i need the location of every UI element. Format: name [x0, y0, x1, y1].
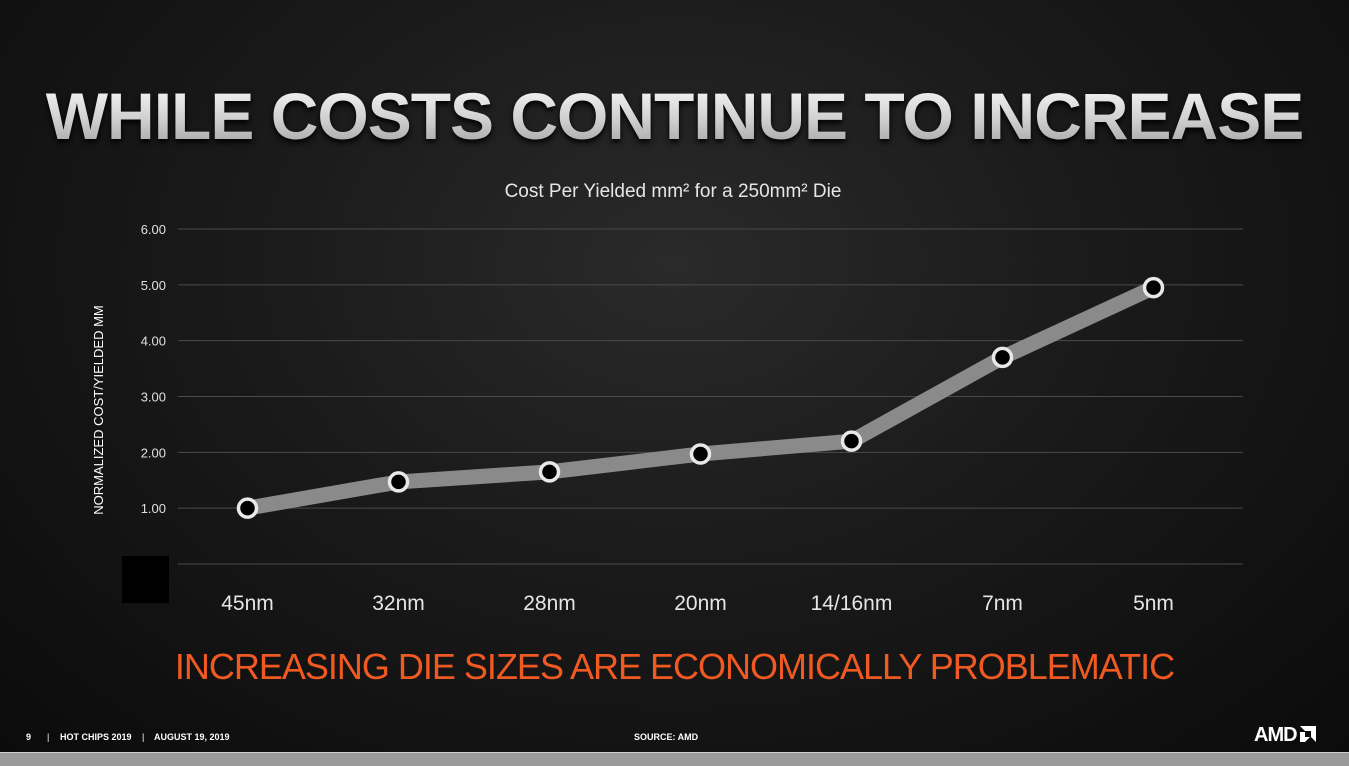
data-point — [387, 471, 410, 493]
footer-source: SOURCE: AMD — [634, 732, 699, 742]
x-tick-label: 28nm — [523, 592, 576, 615]
x-tick-label: 32nm — [372, 592, 425, 615]
x-tick-label: 20nm — [674, 592, 727, 615]
amd-arrow-icon — [1299, 726, 1316, 742]
x-tick-label: 45nm — [221, 592, 274, 615]
footer-separator: | — [47, 732, 50, 742]
legend-swatch — [122, 556, 169, 603]
x-tick-label: 7nm — [982, 592, 1023, 615]
series-line — [246, 280, 1157, 516]
x-tick-label: 5nm — [1133, 592, 1174, 615]
y-axis-label: NORMALIZED COST/YIELDED MM — [91, 305, 106, 514]
y-tick-label: 5.00 — [141, 278, 166, 293]
y-tick-label: 1.00 — [141, 501, 166, 516]
x-tick-label: 14/16nm — [811, 592, 893, 615]
footer-date: AUGUST 19, 2019 — [154, 732, 230, 742]
y-tick-label: 2.00 — [141, 445, 166, 460]
line-chart: Cost Per Yielded mm² for a 250mm² Die NO… — [91, 181, 1243, 615]
amd-logo-text: AMD — [1254, 724, 1298, 746]
y-tick-label: 6.00 — [141, 222, 166, 237]
bottom-bar — [0, 752, 1349, 766]
data-point — [1142, 276, 1165, 299]
footer-separator: | — [142, 732, 145, 742]
amd-logo: AMD — [1254, 724, 1317, 747]
y-tick-label: 4.00 — [141, 334, 166, 349]
y-tick-label: 3.00 — [141, 390, 166, 405]
chart-title: Cost Per Yielded mm² for a 250mm² Die — [505, 181, 842, 202]
data-point — [689, 443, 712, 465]
data-point — [538, 461, 561, 483]
footer-event: HOT CHIPS 2019 — [60, 732, 132, 742]
data-point — [236, 497, 259, 519]
data-point — [840, 430, 863, 452]
data-point — [991, 346, 1014, 369]
slide-subtitle: INCREASING DIE SIZES ARE ECONOMICALLY PR… — [174, 646, 1175, 687]
slide-title: WHILE COSTS CONTINUE TO INCREASE — [0, 78, 1349, 154]
page-number: 9 — [26, 732, 32, 742]
